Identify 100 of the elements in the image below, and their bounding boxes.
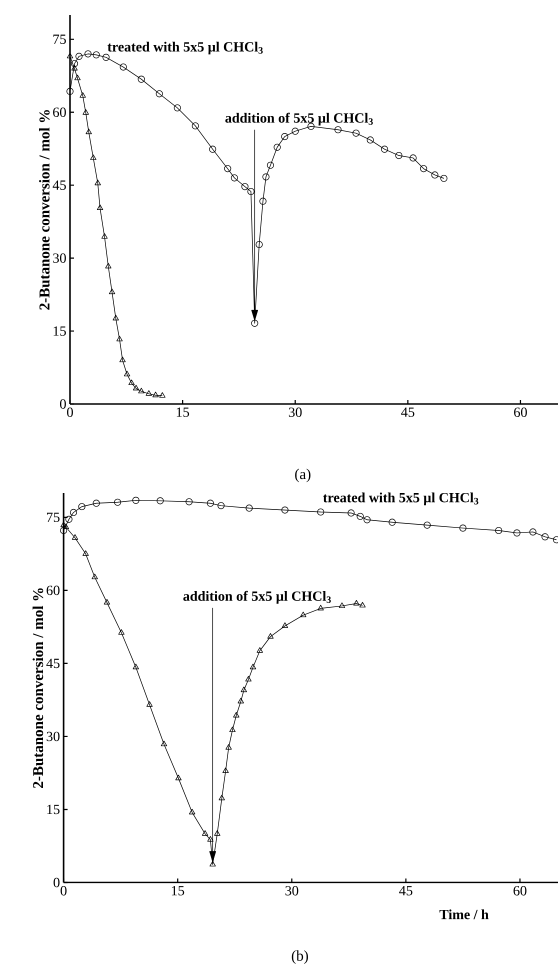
x-tick-label: 45 — [401, 408, 414, 417]
y-axis-title: 2-Butanone conversion / mol % — [32, 588, 44, 788]
ref-line-label: addition of 5x5 µl CHCl$_{3}$ — [225, 112, 373, 126]
x-tick-label: 0 — [67, 408, 73, 417]
point — [230, 174, 238, 182]
point — [84, 50, 92, 58]
point — [245, 676, 252, 682]
point — [529, 528, 536, 536]
y-tick-label: 60 — [53, 108, 66, 117]
point — [70, 60, 78, 68]
point — [65, 516, 72, 523]
point — [104, 599, 110, 604]
point — [388, 518, 396, 526]
point — [128, 380, 135, 386]
point — [352, 130, 360, 137]
point — [102, 54, 110, 61]
point — [334, 126, 342, 134]
point — [80, 92, 86, 98]
point — [292, 128, 299, 135]
point — [282, 622, 288, 628]
point — [192, 122, 199, 130]
point — [82, 550, 89, 556]
point — [262, 173, 270, 180]
point — [156, 90, 163, 98]
point — [251, 320, 258, 327]
series-label: treated with 5x5 µl CHCl$_{3}$ — [323, 492, 478, 506]
point — [66, 52, 74, 58]
point — [256, 647, 263, 653]
point — [189, 808, 196, 814]
point — [118, 629, 125, 635]
x-tick-label: 60 — [514, 886, 526, 896]
point — [71, 64, 78, 70]
series-label: treated with 5x5 µl CHCl$_{3}$ — [108, 42, 263, 54]
point — [317, 508, 324, 516]
point — [424, 522, 431, 529]
point — [381, 146, 388, 153]
point — [92, 574, 98, 580]
point — [156, 497, 164, 504]
point — [229, 726, 236, 732]
point — [78, 503, 86, 510]
x-axis-title: Time / h — [440, 909, 489, 920]
point — [250, 664, 256, 670]
point — [366, 136, 374, 144]
point — [72, 534, 78, 540]
y-tick-label: 30 — [46, 732, 60, 742]
point — [338, 602, 346, 608]
point — [101, 233, 108, 239]
point — [112, 314, 119, 320]
point — [120, 63, 127, 71]
point — [105, 262, 112, 268]
point — [247, 188, 254, 196]
point — [94, 180, 101, 186]
point — [82, 109, 89, 115]
point — [202, 830, 208, 836]
point — [241, 183, 248, 190]
x-tick-label: 15 — [172, 886, 184, 896]
x-tick-label: 30 — [288, 408, 302, 417]
point — [364, 516, 371, 524]
y-tick-label: 30 — [53, 253, 66, 263]
point — [160, 740, 168, 746]
ref-line-label: addition of 5x5 µl CHCl$_{3}$ — [183, 590, 331, 604]
y-tick-label: 0 — [54, 878, 60, 888]
point — [218, 794, 225, 800]
point — [318, 604, 324, 610]
point — [281, 133, 288, 140]
point — [124, 370, 130, 376]
point — [138, 388, 144, 394]
point — [66, 88, 74, 95]
point — [209, 146, 216, 153]
point — [132, 496, 140, 504]
point — [175, 774, 182, 780]
point — [60, 526, 68, 534]
point — [146, 701, 153, 707]
point — [159, 392, 166, 398]
point — [420, 165, 428, 172]
point — [222, 767, 229, 773]
point — [75, 52, 83, 60]
point — [86, 128, 92, 134]
point — [300, 612, 306, 618]
point — [431, 171, 438, 179]
point — [226, 744, 232, 750]
point — [542, 533, 549, 540]
point — [206, 500, 214, 507]
x-tick-label: 30 — [285, 886, 298, 896]
point — [146, 390, 152, 396]
point — [92, 500, 100, 507]
point — [108, 288, 116, 294]
y-tick-label: 15 — [47, 804, 60, 814]
point — [92, 51, 100, 58]
point — [246, 504, 253, 512]
y-tick-label: 75 — [46, 512, 60, 522]
point — [410, 154, 417, 162]
point — [266, 162, 274, 169]
point — [495, 526, 502, 534]
point — [114, 498, 122, 506]
point — [74, 74, 81, 80]
x-tick-label: 60 — [514, 408, 527, 417]
point — [152, 392, 159, 398]
point — [233, 712, 240, 718]
point — [214, 830, 220, 836]
